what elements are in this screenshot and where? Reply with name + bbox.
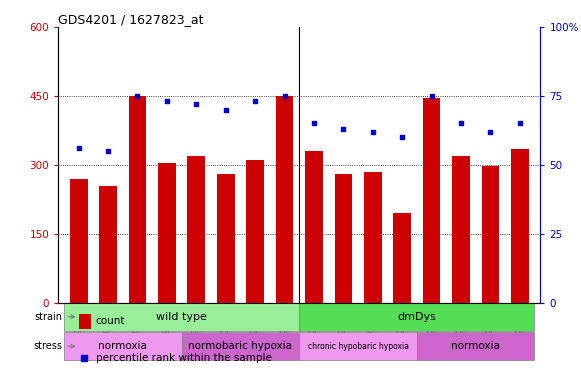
- Point: [456, 120, 465, 126]
- Bar: [364, 172, 382, 303]
- Point: [250, 98, 260, 104]
- Bar: [64, 303, 299, 331]
- Text: GSM398842: GSM398842: [163, 306, 171, 356]
- Bar: [276, 96, 293, 303]
- Bar: [70, 179, 88, 303]
- Text: GSM398839: GSM398839: [74, 306, 83, 356]
- Text: GDS4201 / 1627823_at: GDS4201 / 1627823_at: [58, 13, 203, 26]
- Point: [397, 134, 407, 140]
- Text: GSM398832: GSM398832: [457, 306, 465, 356]
- Text: GSM398833: GSM398833: [486, 306, 495, 357]
- Text: GSM398827: GSM398827: [310, 306, 318, 356]
- Text: count: count: [95, 316, 125, 326]
- Text: GSM398830: GSM398830: [397, 306, 407, 356]
- Bar: [335, 174, 352, 303]
- Bar: [128, 96, 146, 303]
- Bar: [182, 332, 299, 360]
- Text: chronic hypobaric hypoxia: chronic hypobaric hypoxia: [307, 342, 408, 351]
- Text: GSM398831: GSM398831: [427, 306, 436, 356]
- Point: [133, 93, 142, 99]
- Bar: [188, 156, 205, 303]
- Text: GSM398840: GSM398840: [103, 306, 113, 356]
- Point: [103, 148, 113, 154]
- Text: GSM398829: GSM398829: [368, 306, 377, 356]
- Text: strain: strain: [34, 312, 75, 322]
- Point: [427, 93, 436, 99]
- Point: [280, 93, 289, 99]
- Text: percentile rank within the sample: percentile rank within the sample: [95, 353, 271, 363]
- Point: [339, 126, 348, 132]
- Point: [162, 98, 171, 104]
- Text: GSM398834: GSM398834: [515, 306, 524, 356]
- Bar: [99, 185, 117, 303]
- Point: [74, 145, 83, 151]
- Point: [368, 129, 378, 135]
- Bar: [511, 149, 529, 303]
- Text: GSM398828: GSM398828: [339, 306, 348, 356]
- Text: wild type: wild type: [156, 312, 207, 322]
- Bar: [482, 166, 499, 303]
- Point: [309, 120, 318, 126]
- Point: [221, 107, 230, 113]
- Bar: [452, 156, 470, 303]
- Bar: [78, 314, 91, 328]
- Point: [486, 129, 495, 135]
- Bar: [299, 303, 535, 331]
- Bar: [423, 98, 440, 303]
- Text: normoxia: normoxia: [98, 341, 147, 351]
- Bar: [417, 332, 535, 360]
- Point: [515, 120, 525, 126]
- Text: GSM398838: GSM398838: [280, 306, 289, 357]
- Bar: [217, 174, 235, 303]
- Text: GSM398836: GSM398836: [221, 306, 230, 357]
- Text: GSM398837: GSM398837: [250, 306, 260, 357]
- Text: GSM398841: GSM398841: [133, 306, 142, 356]
- Text: stress: stress: [34, 341, 75, 351]
- Text: normobaric hypoxia: normobaric hypoxia: [188, 341, 292, 351]
- Text: GSM398835: GSM398835: [192, 306, 201, 356]
- Bar: [158, 162, 175, 303]
- Text: dmDys: dmDys: [397, 312, 436, 322]
- Bar: [393, 213, 411, 303]
- Point: [192, 101, 201, 107]
- Bar: [64, 332, 182, 360]
- Text: normoxia: normoxia: [451, 341, 500, 351]
- Bar: [299, 332, 417, 360]
- Bar: [246, 160, 264, 303]
- Bar: [305, 151, 322, 303]
